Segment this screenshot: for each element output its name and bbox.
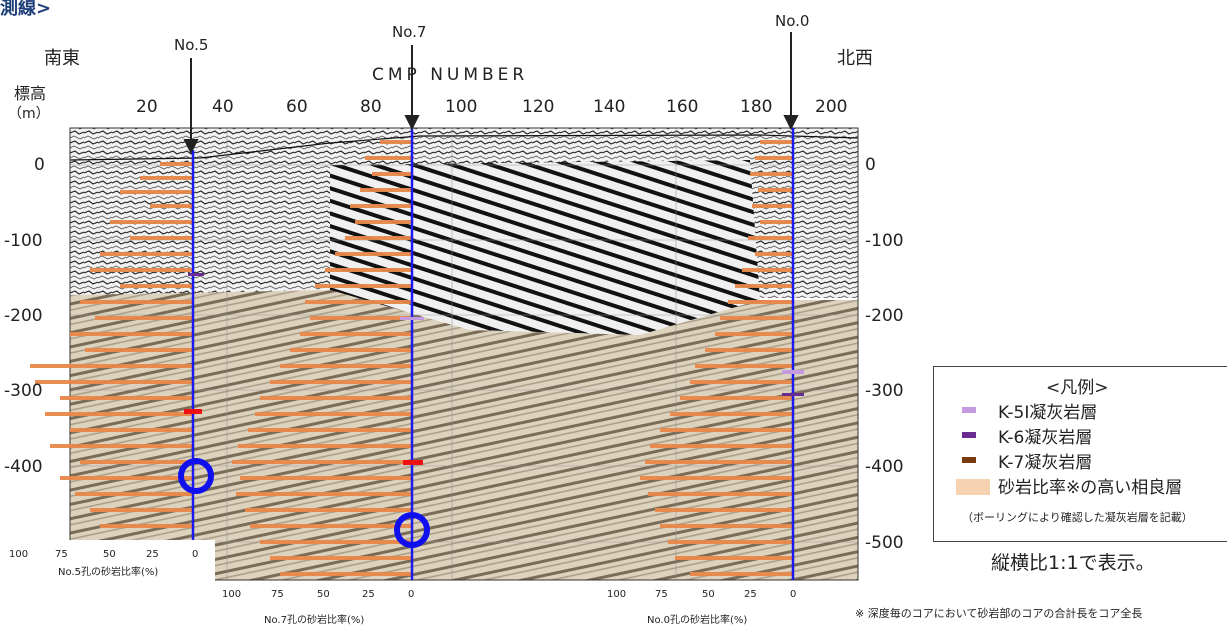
depth-tick-left: -100 (4, 231, 43, 251)
legend-title: <凡例> (1046, 378, 1109, 398)
cmp-tick: 80 (360, 97, 382, 117)
footnote: ※ 深度毎のコアにおいて砂岩部のコアの合計長をコア全長 (855, 607, 1143, 620)
k5-marker-no0 (782, 370, 804, 374)
legend-swatch-k6 (962, 432, 976, 438)
ring-marker-no7 (394, 512, 430, 548)
depth-tick-left: 0 (34, 155, 45, 175)
arrow-icon (404, 115, 420, 131)
sand-ratio-bars-no0 (640, 140, 793, 576)
ratio-axis-title-no0: No.0孔の砂岩比率(%) (647, 615, 748, 626)
depth-tick-right: -400 (865, 457, 904, 477)
ratio-tick-no7: 100 (222, 589, 242, 600)
seismic-dipping-reflectors (330, 160, 760, 335)
legend-note: （ボーリングにより確認した凝灰岩層を記載） (962, 511, 1193, 524)
legend-label-k7: K-7凝灰岩層 (998, 453, 1093, 473)
ratio-axis-title-no5: No.5孔の砂岩比率(%) (58, 567, 159, 578)
ratio-tick-no7: 50 (317, 589, 330, 600)
cmp-tick: 60 (286, 97, 308, 117)
aspect-ratio-note: 縦横比1:1で表示。 (991, 552, 1155, 574)
cmp-tick: 200 (815, 97, 848, 117)
ratio-tick-no7: 75 (271, 589, 284, 600)
northwest-label: 北西 (837, 48, 873, 69)
sand-ratio-bars-no7 (232, 140, 412, 576)
legend-label-k6: K-6凝灰岩層 (998, 428, 1093, 448)
legend-swatch-k5 (962, 407, 976, 413)
cmp-tick: 20 (136, 97, 158, 117)
legend: <凡例> K-5I凝灰岩層 K-6凝灰岩層 K-7凝灰岩層 砂岩比率※の高い相良… (933, 366, 1227, 542)
cmp-number-label: CMP NUMBER (372, 65, 529, 85)
section-title-fragment: 測線> (0, 0, 52, 19)
cmp-tick: 40 (212, 97, 234, 117)
depth-tick-right: -500 (865, 533, 904, 553)
legend-label-k5: K-5I凝灰岩層 (998, 403, 1098, 423)
red-marker-no5 (184, 409, 202, 414)
cmp-tick: 180 (740, 97, 773, 117)
depth-tick-right: -100 (865, 231, 904, 251)
arrow-icon (183, 139, 199, 155)
sand-ratio-bars-no5 (30, 162, 193, 528)
borehole-label-no7: No.7 (392, 23, 427, 41)
legend-swatch-sandstone (956, 479, 990, 495)
ring-marker-no5 (178, 458, 214, 494)
depth-tick-left: -300 (4, 381, 43, 401)
southeast-label: 南東 (44, 48, 80, 69)
k6-marker-no0 (782, 393, 804, 396)
ratio-tick-no7: 0 (408, 589, 415, 600)
legend-label-sandstone: 砂岩比率※の高い相良層 (998, 478, 1183, 498)
ratio-tick-no0: 0 (790, 589, 797, 600)
borehole-label-no0: No.0 (775, 12, 810, 30)
cmp-tick: 160 (666, 97, 699, 117)
elevation-unit: （m） (8, 106, 50, 122)
cmp-tick: 100 (445, 97, 478, 117)
ratio-tick-no0: 25 (744, 589, 757, 600)
cmp-tick: 120 (522, 97, 555, 117)
legend-swatch-k7 (962, 457, 976, 463)
red-marker-no7 (403, 460, 423, 465)
depth-tick-left: -200 (4, 306, 43, 326)
k5-marker-no7 (400, 317, 424, 320)
arrow-icon (783, 115, 799, 131)
depth-tick-left: -400 (4, 457, 43, 477)
depth-tick-right: -200 (865, 306, 904, 326)
elevation-label: 標高 (14, 84, 47, 103)
k6-marker-no5 (188, 273, 204, 276)
cmp-tick: 140 (593, 97, 626, 117)
depth-tick-right: -300 (865, 381, 904, 401)
depth-tick-right: 0 (865, 155, 876, 175)
ratio-tick-no0: 75 (655, 589, 668, 600)
ratio-tick-no0: 100 (607, 589, 627, 600)
ratio-axis-no5: 100 75 50 25 0 No.5孔の砂岩比率(%) (0, 540, 215, 582)
seismic-strata (70, 290, 858, 580)
ratio-tick-no0: 50 (702, 589, 715, 600)
ratio-axis-title-no7: No.7孔の砂岩比率(%) (264, 615, 365, 626)
borehole-label-no5: No.5 (174, 36, 209, 54)
ratio-tick-no7: 25 (362, 589, 375, 600)
